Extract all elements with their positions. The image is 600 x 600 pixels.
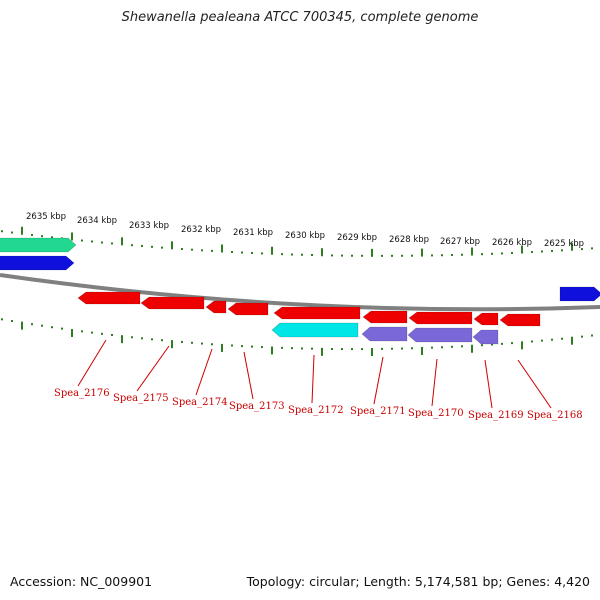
scale-label: 2631 kbp [233,228,273,238]
gene-arrow[interactable] [499,313,541,327]
feature-bar[interactable] [0,255,75,271]
scale-label: 2625 kbp [544,239,584,249]
scale-label: 2635 kbp [26,212,66,222]
scale-label: 2629 kbp [337,233,377,243]
inner-tick-ring [1,318,593,357]
gene-arrow[interactable] [273,306,361,320]
gene-label[interactable]: Spea_2173 [229,401,285,412]
scale-label: 2627 kbp [440,237,480,247]
gene-label[interactable]: Spea_2170 [408,408,464,419]
feature-bar[interactable] [0,237,77,253]
scale-labels: 2635 kbp 2634 kbp 2633 kbp 2632 kbp 2631 kbp… [26,212,584,249]
feature-track [0,237,600,345]
outer-tick-ring [1,226,593,257]
gene-leader-line [311,354,315,404]
gene-label[interactable]: Spea_2174 [172,397,228,408]
gene-label[interactable]: Spea_2171 [350,406,406,417]
feature-bar[interactable] [271,322,359,338]
gene-label[interactable]: Spea_2175 [113,393,169,404]
gene-arrow[interactable] [140,296,205,310]
gene-arrow[interactable] [77,291,141,305]
gene-label[interactable]: Spea_2176 [54,388,110,399]
scale-label: 2632 kbp [181,225,221,235]
gene-arrow[interactable] [205,300,227,314]
feature-bar[interactable] [361,326,408,342]
scale-label: 2633 kbp [129,221,169,231]
gene-arrow[interactable] [408,311,473,325]
gene-labels: Spea_2176 Spea_2175 Spea_2174 Spea_2173 Spea… [54,339,583,421]
gene-leader-line [517,359,552,409]
feature-bar[interactable] [472,329,499,345]
gene-label[interactable]: Spea_2172 [288,405,344,416]
map-title: Shewanella pealeana ATCC 700345, complet… [121,10,479,25]
gene-leader-line [243,351,254,400]
genome-summary: Topology: circular; Length: 5,174,581 bp… [246,574,590,589]
gene-leader-line [373,356,384,405]
feature-bar[interactable] [407,327,473,343]
scale-label: 2626 kbp [492,238,532,248]
gene-leader-line [77,339,107,387]
gene-leader-line [136,345,170,392]
genome-backbone [0,273,600,312]
scale-label: 2634 kbp [77,216,117,226]
gene-leader-line [195,348,213,396]
scale-label: 2630 kbp [285,231,325,241]
accession-text: Accession: NC_009901 [10,574,153,589]
gene-label[interactable]: Spea_2169 [468,410,524,421]
gene-leader-line [484,359,493,409]
gene-leader-line [431,358,438,407]
scale-label: 2628 kbp [389,235,429,245]
feature-bar[interactable] [559,286,600,302]
gene-label[interactable]: Spea_2168 [527,410,583,421]
gene-arrow[interactable] [473,312,499,326]
gene-arrow[interactable] [227,302,269,316]
gene-arrow[interactable] [362,310,408,324]
